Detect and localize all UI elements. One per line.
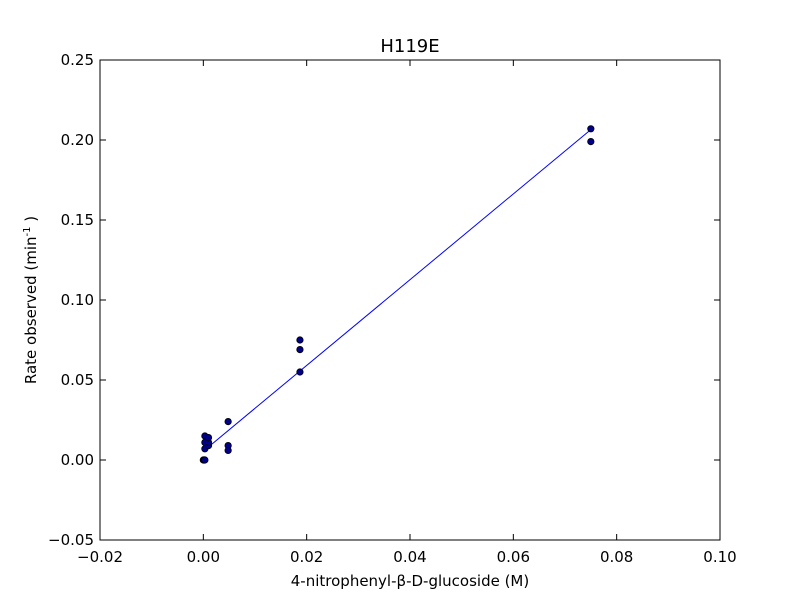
chart-title: H119E — [380, 36, 439, 57]
x-tick-label: 0.10 — [703, 548, 736, 566]
y-tick-label: 0.25 — [61, 51, 94, 69]
x-tick-label: 0.06 — [497, 548, 530, 566]
y-tick-label: 0.15 — [61, 211, 94, 229]
y-tick-label: 0.20 — [61, 131, 94, 149]
x-tick-label: 0.04 — [393, 548, 426, 566]
data-point — [296, 368, 304, 376]
y-axis-label-exponent: -1 — [22, 227, 33, 237]
x-axis-label: 4-nitrophenyl-β-D-glucoside (M) — [291, 572, 529, 590]
x-tick-label: 0.08 — [600, 548, 633, 566]
x-tick-label: 0.02 — [290, 548, 323, 566]
y-axis-label-close: ) — [22, 216, 40, 227]
data-point — [296, 345, 304, 354]
data-point — [224, 417, 232, 426]
y-tick-label: 0.10 — [61, 291, 94, 309]
y-axis-ticks: −0.05 0.00 0.05 0.10 0.15 0.20 0.25 — [48, 51, 720, 549]
x-axis-ticks: −0.02 0.00 0.02 0.04 0.06 0.08 0.10 — [77, 60, 737, 566]
data-point — [587, 138, 595, 146]
data-point — [296, 336, 304, 344]
y-tick-label: 0.05 — [61, 371, 94, 389]
data-point — [224, 446, 232, 454]
plot-frame — [99, 59, 721, 541]
y-tick-label: −0.05 — [48, 531, 94, 549]
fit-line — [203, 129, 592, 452]
data-point — [587, 125, 595, 133]
x-tick-label: −0.02 — [77, 548, 123, 566]
y-tick-label: 0.00 — [61, 451, 94, 469]
plot-area — [199, 125, 595, 464]
y-axis-label: Rate observed (min-1 ) — [22, 216, 40, 384]
y-axis-label-main: Rate observed (min — [22, 237, 40, 385]
data-point — [201, 456, 209, 464]
data-point — [204, 433, 213, 442]
x-tick-label: 0.00 — [187, 548, 220, 566]
